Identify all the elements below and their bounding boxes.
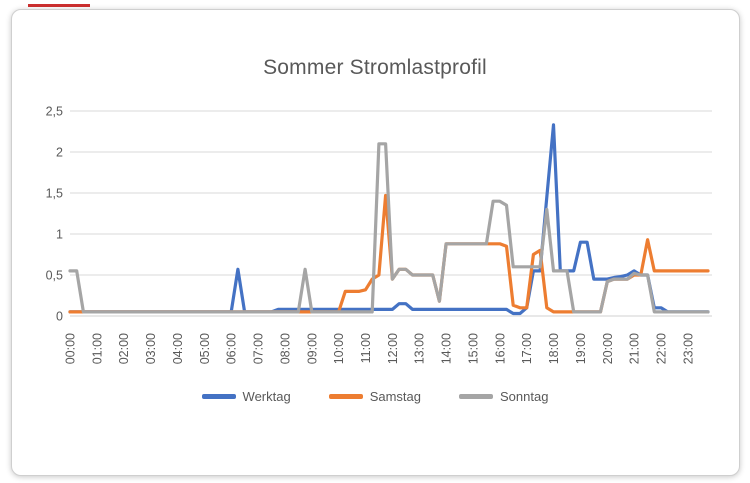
x-tick-label: 11:00 — [359, 333, 373, 363]
x-tick-label: 05:00 — [198, 333, 212, 364]
x-tick-label: 15:00 — [466, 333, 480, 364]
x-tick-label: 18:00 — [547, 333, 561, 364]
y-tick-label: 0 — [56, 310, 63, 324]
x-tick-label: 12:00 — [386, 333, 400, 364]
legend-label-sonntag: Sonntag — [500, 389, 549, 404]
legend-item-sonntag: Sonntag — [459, 389, 548, 404]
chart-legend: Werktag Samstag Sonntag — [0, 389, 750, 404]
x-tick-label: 02:00 — [117, 333, 131, 364]
legend-label-werktag: Werktag — [242, 389, 291, 404]
legend-item-werktag: Werktag — [201, 389, 291, 404]
red-marker-line — [28, 4, 90, 7]
chart-title: Sommer Stromlastprofil — [263, 56, 487, 79]
legend-label-samstag: Samstag — [369, 389, 422, 404]
x-tick-label: 23:00 — [681, 333, 695, 364]
y-tick-label: 1 — [56, 228, 63, 242]
x-tick-label: 00:00 — [64, 333, 78, 364]
x-tick-label: 07:00 — [252, 333, 266, 364]
x-tick-label: 03:00 — [144, 333, 158, 364]
x-tick-label: 17:00 — [520, 333, 534, 364]
y-tick-label: 2 — [56, 146, 63, 160]
legend-swatch-werktag — [201, 394, 236, 399]
x-tick-label: 20:00 — [601, 333, 615, 364]
series-line-sonntag — [68, 142, 710, 314]
x-tick-label: 21:00 — [628, 333, 642, 364]
y-tick-label: 2,5 — [46, 105, 63, 119]
x-tick-label: 10:00 — [332, 333, 346, 364]
x-tick-label: 13:00 — [413, 333, 427, 364]
x-tick-label: 14:00 — [440, 333, 454, 364]
x-tick-label: 19:00 — [574, 333, 588, 364]
x-tick-label: 08:00 — [278, 333, 292, 364]
legend-swatch-sonntag — [459, 394, 494, 399]
legend-item-samstag: Samstag — [328, 389, 422, 404]
y-tick-label: 1,5 — [46, 187, 63, 201]
y-tick-label: 0,5 — [46, 269, 63, 283]
x-tick-label: 04:00 — [171, 333, 185, 364]
x-tick-label: 06:00 — [225, 333, 239, 364]
x-tick-label: 09:00 — [305, 333, 319, 364]
legend-swatch-samstag — [328, 394, 363, 399]
x-tick-label: 16:00 — [493, 333, 507, 364]
x-tick-label: 22:00 — [654, 333, 668, 364]
x-tick-label: 01:00 — [90, 333, 104, 364]
